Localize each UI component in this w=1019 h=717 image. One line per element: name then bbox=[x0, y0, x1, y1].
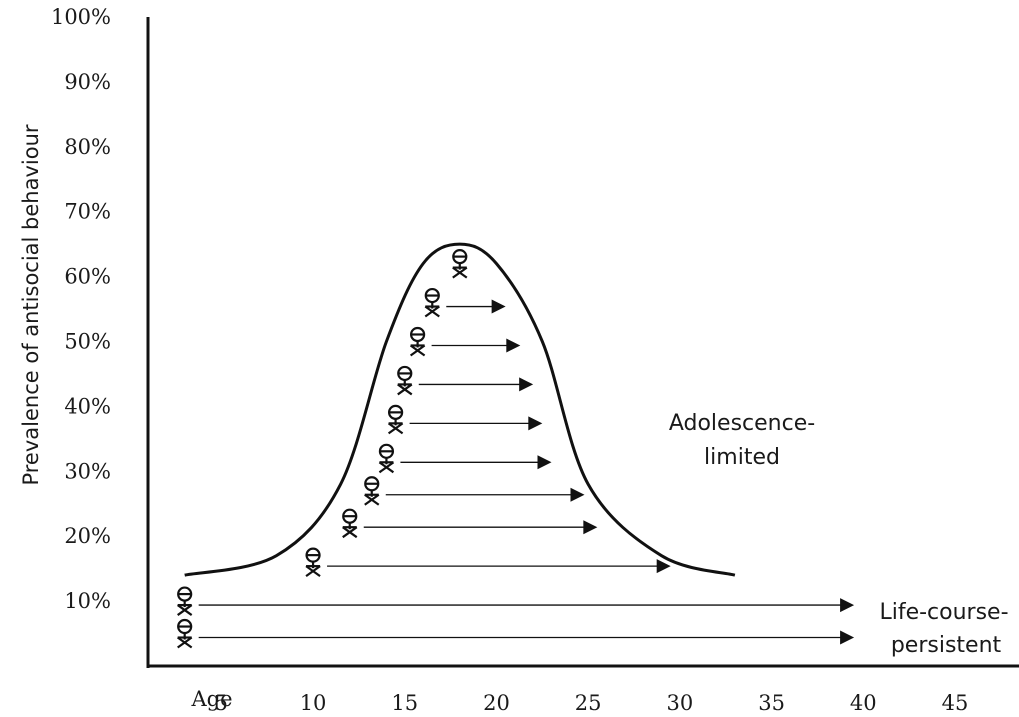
y-tick-label: 80% bbox=[64, 135, 111, 159]
person-figure bbox=[177, 618, 193, 649]
adolescence-limited-line-2: limited bbox=[704, 445, 780, 470]
figure-leg bbox=[364, 493, 380, 506]
person-figure bbox=[364, 476, 380, 506]
trajectory-arrow-head bbox=[519, 377, 534, 392]
trajectory-arrow-head bbox=[840, 630, 855, 645]
y-tick-label: 100% bbox=[51, 5, 111, 29]
figure-leg bbox=[424, 305, 440, 318]
y-tick-label: 90% bbox=[64, 70, 111, 94]
y-tick-label: 60% bbox=[64, 265, 111, 289]
figure-leg bbox=[378, 461, 395, 474]
figure-leg bbox=[397, 383, 413, 396]
trajectory-arrow-head bbox=[656, 559, 671, 574]
person-figure bbox=[177, 586, 193, 616]
figure-leg bbox=[177, 636, 193, 649]
figure-leg bbox=[177, 604, 193, 616]
figure-leg bbox=[305, 565, 321, 578]
person-figure bbox=[397, 365, 413, 396]
x-tick-label: 25 bbox=[575, 691, 602, 715]
trajectory-arrow-head bbox=[506, 338, 521, 353]
figure-leg bbox=[342, 526, 358, 539]
person-figure bbox=[387, 404, 404, 435]
y-tick-label: 50% bbox=[64, 330, 111, 354]
trajectory-arrow-head bbox=[840, 598, 855, 613]
person-figure bbox=[305, 547, 321, 578]
adolescence-limited-curve bbox=[184, 242, 736, 577]
person-figure bbox=[409, 326, 426, 357]
y-tick-label: 70% bbox=[64, 200, 111, 224]
adolescence-limited-line-1: Adolescence- bbox=[669, 411, 815, 436]
adolescence-limited-label: Adolescence- limited bbox=[669, 411, 815, 470]
y-tick-label: 20% bbox=[64, 524, 111, 548]
x-tick-label: 20 bbox=[483, 691, 510, 715]
x-tick-label: 35 bbox=[758, 691, 785, 715]
x-tick-label: 40 bbox=[850, 691, 877, 715]
trajectory-arrows bbox=[198, 299, 855, 645]
y-tick-label: 30% bbox=[64, 459, 111, 483]
figure-leg bbox=[409, 344, 426, 357]
figure-leg bbox=[452, 266, 468, 279]
x-tick-labels: 5 10 15 20 25 30 35 40 45 bbox=[215, 691, 969, 715]
individual-figures bbox=[177, 249, 468, 649]
x-axis-prefix: Age bbox=[190, 687, 232, 711]
trajectory-arrow-head bbox=[583, 520, 598, 535]
life-course-persistent-line-2: persistent bbox=[891, 633, 1002, 658]
person-figure bbox=[424, 287, 440, 318]
y-tick-labels: 10% 20% 30% 40% 50% 60% 70% 80% 90% 100% bbox=[51, 5, 111, 613]
person-figure bbox=[342, 508, 358, 539]
y-axis-title: Prevalence of antisocial behaviour bbox=[19, 124, 43, 485]
person-figure bbox=[452, 249, 468, 279]
person-figure bbox=[378, 443, 395, 474]
x-tick-label: 5 bbox=[215, 691, 228, 715]
x-tick-label: 15 bbox=[391, 691, 418, 715]
life-course-persistent-label: Life-course- persistent bbox=[879, 600, 1008, 658]
figure-leg bbox=[387, 422, 404, 435]
trajectory-arrow-head bbox=[537, 455, 552, 470]
y-tick-label: 40% bbox=[64, 394, 111, 418]
y-tick-label: 10% bbox=[64, 589, 111, 613]
trajectory-arrow-head bbox=[570, 487, 585, 502]
trajectory-arrow-head bbox=[528, 416, 543, 431]
x-tick-label: 45 bbox=[942, 691, 969, 715]
x-tick-label: 10 bbox=[300, 691, 327, 715]
life-course-persistent-line-1: Life-course- bbox=[879, 600, 1008, 625]
x-tick-label: 30 bbox=[667, 691, 694, 715]
trajectory-arrow-head bbox=[491, 299, 506, 314]
